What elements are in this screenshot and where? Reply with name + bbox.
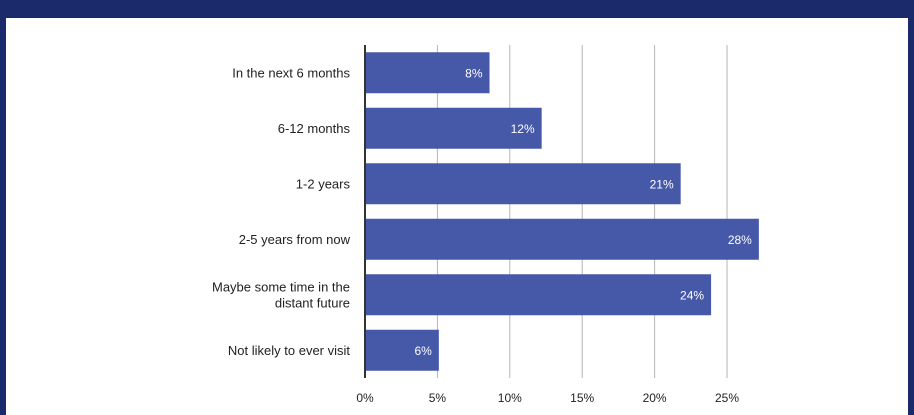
data-label-0: 8% bbox=[465, 66, 483, 80]
x-tick-label-1: 5% bbox=[429, 391, 447, 405]
x-tick-label-3: 15% bbox=[570, 391, 594, 405]
category-label-3: 2-5 years from now bbox=[239, 232, 351, 247]
data-label-5: 6% bbox=[415, 344, 433, 358]
data-label-2: 21% bbox=[650, 177, 674, 191]
x-tick-label-2: 10% bbox=[498, 391, 522, 405]
category-label-0: In the next 6 months bbox=[232, 65, 350, 80]
category-label-4-line-1: distant future bbox=[275, 295, 350, 310]
header-bar bbox=[0, 0, 914, 18]
x-tick-label-0: 0% bbox=[356, 391, 374, 405]
x-tick-label-5: 25% bbox=[715, 391, 739, 405]
bar-0 bbox=[365, 52, 490, 94]
bar-3 bbox=[365, 218, 759, 260]
category-label-2: 1-2 years bbox=[296, 176, 351, 191]
data-label-1: 12% bbox=[511, 122, 535, 136]
x-tick-label-4: 20% bbox=[643, 391, 667, 405]
category-label-1: 6-12 months bbox=[278, 121, 351, 136]
bar-4 bbox=[365, 274, 712, 316]
bar-1 bbox=[365, 107, 542, 149]
bar-5 bbox=[365, 329, 439, 371]
category-label-5: Not likely to ever visit bbox=[228, 343, 350, 358]
data-label-4: 24% bbox=[680, 288, 704, 302]
category-label-4-line-0: Maybe some time in the bbox=[212, 279, 350, 294]
bar-2 bbox=[365, 163, 681, 205]
data-label-3: 28% bbox=[728, 233, 752, 247]
